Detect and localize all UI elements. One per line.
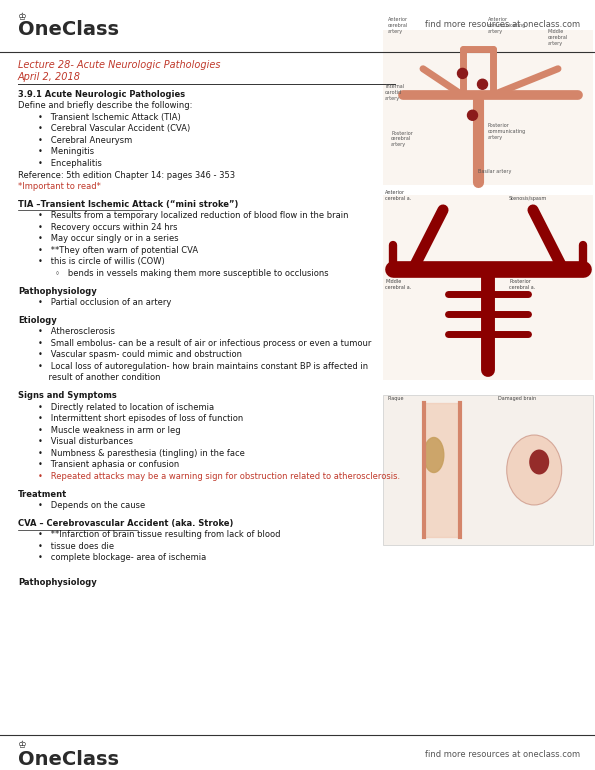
- Text: •   Visual disturbances: • Visual disturbances: [38, 437, 133, 447]
- Text: Posterior
cerebral a.: Posterior cerebral a.: [509, 280, 536, 290]
- Text: •   Directly related to location of ischemia: • Directly related to location of ischem…: [38, 403, 214, 412]
- Text: •   Intermittent short episodes of loss of function: • Intermittent short episodes of loss of…: [38, 414, 243, 424]
- Text: TIA –Transient Ischemic Attack (“mini stroke”): TIA –Transient Ischemic Attack (“mini st…: [18, 200, 239, 209]
- Text: Damaged brain: Damaged brain: [499, 396, 537, 401]
- Text: Define and briefly describe the following:: Define and briefly describe the followin…: [18, 102, 192, 111]
- Text: Etiology: Etiology: [18, 316, 57, 325]
- Text: Anterior
communicating
artery: Anterior communicating artery: [488, 18, 526, 34]
- Text: •   Meningitis: • Meningitis: [38, 148, 94, 156]
- Text: Middle
cerebral a.: Middle cerebral a.: [385, 280, 411, 290]
- Circle shape: [478, 79, 487, 89]
- Text: OneClass: OneClass: [18, 20, 119, 39]
- Text: •   Cerebral Vascular Accident (CVA): • Cerebral Vascular Accident (CVA): [38, 125, 190, 133]
- Text: •   Atherosclerosis: • Atherosclerosis: [38, 327, 115, 336]
- Text: •   Local loss of autoregulation- how brain maintains constant BP is affected in: • Local loss of autoregulation- how brai…: [38, 362, 368, 371]
- Text: result of another condition: result of another condition: [38, 373, 161, 383]
- Text: ◦   bends in vessels making them more susceptible to occlusions: ◦ bends in vessels making them more susc…: [55, 269, 328, 278]
- Bar: [383, 195, 593, 380]
- Text: •   Numbness & paresthesia (tingling) in the face: • Numbness & paresthesia (tingling) in t…: [38, 449, 245, 458]
- Text: Anterior
cerebral
artery: Anterior cerebral artery: [388, 18, 408, 34]
- Circle shape: [468, 110, 478, 120]
- Ellipse shape: [529, 450, 549, 474]
- Bar: [383, 395, 593, 545]
- Text: Plaque: Plaque: [388, 396, 405, 401]
- Text: •   complete blockage- area of ischemia: • complete blockage- area of ischemia: [38, 554, 206, 562]
- Text: •   Small embolus- can be a result of air or infectious process or even a tumour: • Small embolus- can be a result of air …: [38, 339, 371, 348]
- Text: •   Transient aphasia or confusion: • Transient aphasia or confusion: [38, 460, 179, 469]
- Text: CVA – Cerebrovascular Accident (aka. Stroke): CVA – Cerebrovascular Accident (aka. Str…: [18, 519, 233, 528]
- Text: find more resources at oneclass.com: find more resources at oneclass.com: [425, 20, 580, 29]
- Ellipse shape: [424, 437, 444, 473]
- Text: •   May occur singly or in a series: • May occur singly or in a series: [38, 234, 178, 243]
- Text: ♔: ♔: [18, 12, 27, 22]
- Circle shape: [458, 69, 468, 79]
- Text: •   Recovery occurs within 24 hrs: • Recovery occurs within 24 hrs: [38, 223, 177, 232]
- Text: •   **They often warn of potential CVA: • **They often warn of potential CVA: [38, 246, 198, 255]
- Text: Stenosis/spasm: Stenosis/spasm: [509, 196, 547, 201]
- Text: 3.9.1 Acute Neurologic Pathologies: 3.9.1 Acute Neurologic Pathologies: [18, 90, 185, 99]
- Text: •   this is circle of willis (COW): • this is circle of willis (COW): [38, 257, 165, 266]
- Text: •   Transient Ischemic Attack (TIA): • Transient Ischemic Attack (TIA): [38, 113, 181, 122]
- Text: Posterior
cerebral
artery: Posterior cerebral artery: [391, 131, 413, 147]
- Text: ♔: ♔: [18, 740, 27, 750]
- Text: Middle
cerebral
artery: Middle cerebral artery: [548, 29, 568, 46]
- Text: •   Results from a temporary localized reduction of blood flow in the brain: • Results from a temporary localized red…: [38, 211, 349, 220]
- Text: •   Repeated attacks may be a warning sign for obstruction related to atheroscle: • Repeated attacks may be a warning sign…: [38, 472, 400, 480]
- Text: •   Vascular spasm- could mimic and obstruction: • Vascular spasm- could mimic and obstru…: [38, 350, 242, 360]
- Text: •   Cerebral Aneurysm: • Cerebral Aneurysm: [38, 136, 132, 145]
- Text: •   tissue does die: • tissue does die: [38, 542, 114, 551]
- Bar: [383, 30, 593, 185]
- Text: OneClass: OneClass: [18, 750, 119, 769]
- Text: •   Encephalitis: • Encephalitis: [38, 159, 102, 168]
- Ellipse shape: [507, 435, 562, 505]
- Text: •   Partial occlusion of an artery: • Partial occlusion of an artery: [38, 298, 171, 307]
- Text: Internal
carotid
artery: Internal carotid artery: [385, 84, 404, 101]
- Text: *Important to read*: *Important to read*: [18, 182, 101, 191]
- Text: Basilar artery: Basilar artery: [478, 169, 511, 173]
- Text: Reference: 5th edition Chapter 14: pages 346 - 353: Reference: 5th edition Chapter 14: pages…: [18, 170, 235, 179]
- Text: find more resources at oneclass.com: find more resources at oneclass.com: [425, 750, 580, 759]
- Text: Posterior
communicating
artery: Posterior communicating artery: [488, 123, 526, 139]
- Text: Pathophysiology: Pathophysiology: [18, 578, 97, 587]
- Text: April 2, 2018: April 2, 2018: [18, 72, 81, 82]
- Text: •   **Infarction of brain tissue resulting from lack of blood: • **Infarction of brain tissue resulting…: [38, 531, 280, 540]
- Text: •   Muscle weakness in arm or leg: • Muscle weakness in arm or leg: [38, 426, 181, 435]
- Text: •   Depends on the cause: • Depends on the cause: [38, 501, 145, 510]
- Text: Signs and Symptoms: Signs and Symptoms: [18, 391, 117, 400]
- Text: Anterior
cerebral a.: Anterior cerebral a.: [385, 190, 411, 201]
- Text: Treatment: Treatment: [18, 490, 67, 499]
- Text: Pathophysiology: Pathophysiology: [18, 286, 97, 296]
- Text: Lecture 28- Acute Neurologic Pathologies: Lecture 28- Acute Neurologic Pathologies: [18, 60, 221, 70]
